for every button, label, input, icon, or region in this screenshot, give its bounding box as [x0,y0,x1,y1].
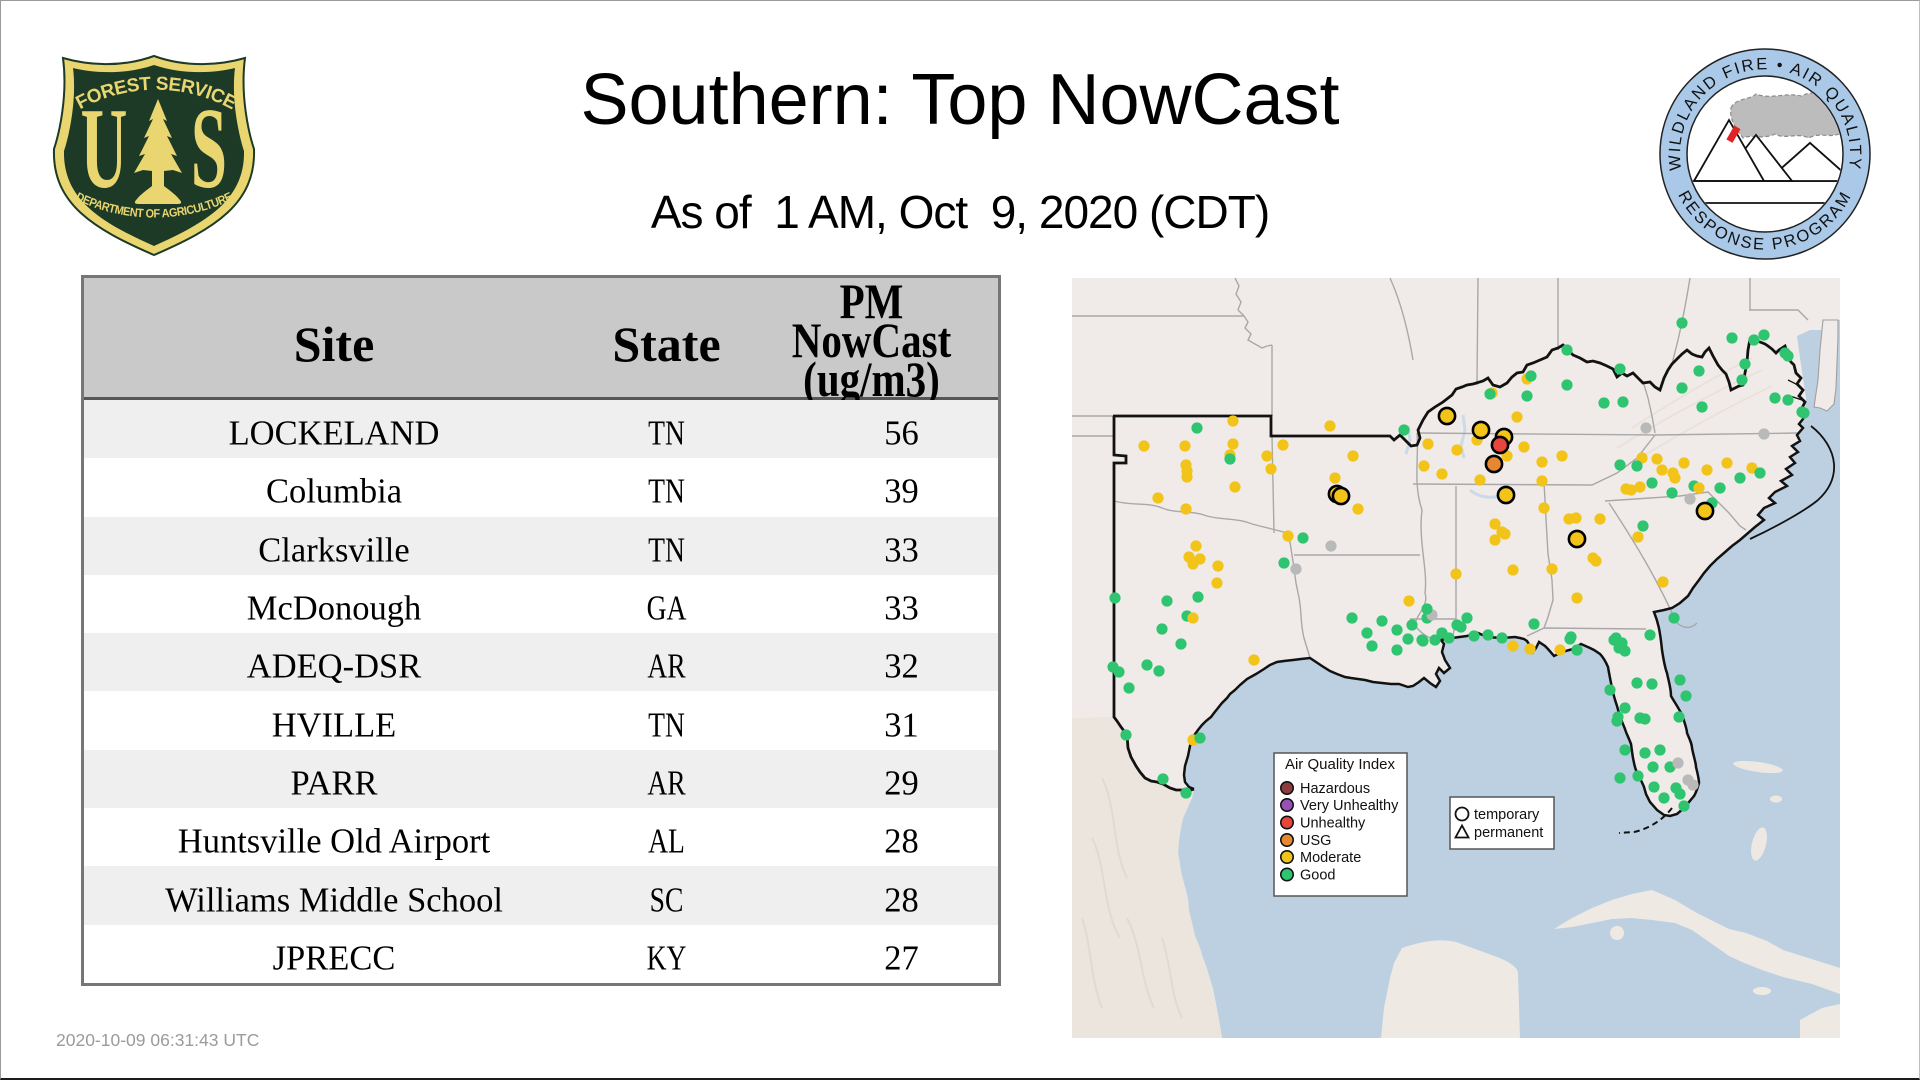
svg-text:Good: Good [1300,868,1335,884]
svg-text:temporary: temporary [1474,807,1540,823]
svg-text:S: S [191,85,227,213]
svg-text:Unhealthy: Unhealthy [1300,816,1366,832]
svg-text:permanent: permanent [1474,825,1543,841]
svg-text:Air Quality Index: Air Quality Index [1285,756,1396,773]
svg-text:USG: USG [1300,833,1331,849]
svg-text:Very Unhealthy: Very Unhealthy [1300,798,1399,814]
svg-text:Hazardous: Hazardous [1300,781,1370,797]
svg-text:U: U [81,85,128,213]
svg-text:Moderate: Moderate [1300,850,1361,866]
